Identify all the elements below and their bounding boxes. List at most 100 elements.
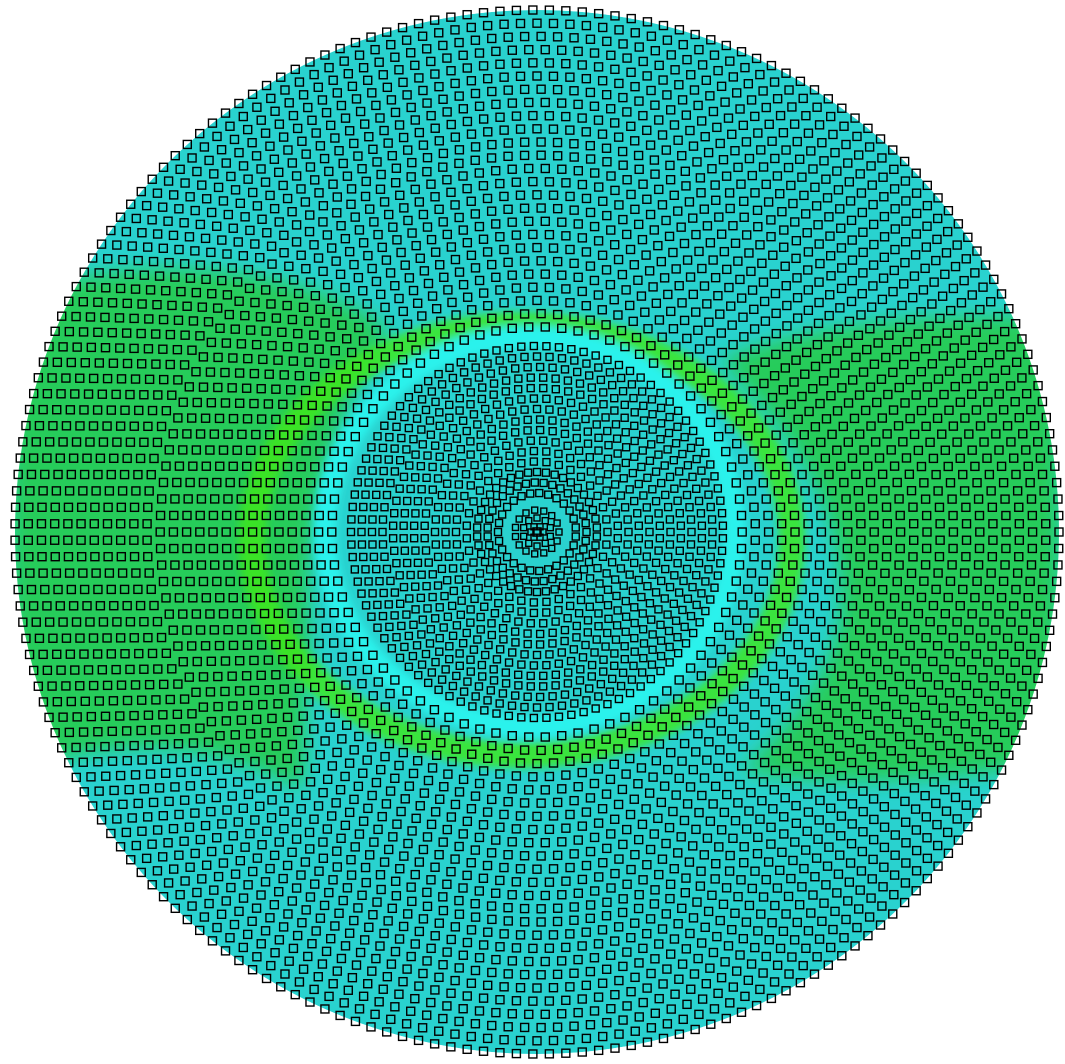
mesh-node (256, 640, 267, 650)
mesh-node (487, 794, 497, 805)
mesh-node (318, 853, 329, 863)
mesh-node (417, 311, 427, 321)
mesh-node (119, 469, 130, 480)
mesh-node (846, 838, 857, 849)
mesh-node (151, 329, 161, 339)
mesh-node (442, 879, 452, 889)
mesh-node (266, 755, 276, 765)
mesh-node (618, 1015, 628, 1025)
mesh-node (454, 1016, 464, 1027)
mesh-node (483, 127, 493, 137)
mesh-node (1037, 396, 1048, 407)
mesh-node (924, 733, 934, 743)
mesh-node (1017, 334, 1027, 344)
node-ring (399, 394, 675, 670)
mesh-node (519, 969, 530, 980)
mesh-node (560, 365, 570, 374)
mesh-node (499, 478, 508, 487)
mesh-node (170, 150, 180, 161)
mesh-node (435, 408, 444, 417)
mesh-node (102, 519, 113, 529)
mesh-node (782, 300, 792, 311)
mesh-node (217, 275, 227, 286)
mesh-node (401, 35, 412, 45)
mesh-node (251, 714, 262, 725)
mesh-node (164, 609, 174, 619)
mesh-node (223, 429, 233, 439)
mesh-node (739, 352, 749, 362)
mesh-node (835, 751, 845, 761)
mesh-node (296, 461, 306, 472)
mesh-node (387, 903, 397, 914)
mesh-node (721, 1013, 731, 1024)
mesh-node (544, 877, 555, 887)
mesh-node (767, 918, 777, 928)
mesh-node (893, 633, 904, 643)
mesh-node (623, 540, 632, 549)
mesh-node (648, 772, 658, 782)
mesh-node (341, 680, 351, 690)
mesh-node (640, 307, 650, 317)
mesh-node (476, 625, 485, 634)
mesh-node (685, 391, 696, 401)
mesh-node (761, 179, 771, 190)
mesh-node (276, 982, 286, 992)
mesh-node (519, 917, 530, 927)
mesh-node (565, 244, 575, 255)
mesh-node (362, 299, 372, 309)
mesh-node (311, 926, 321, 936)
mesh-node (940, 784, 950, 795)
mesh-node (775, 647, 786, 657)
mesh-node (38, 486, 48, 496)
mesh-node (750, 535, 760, 545)
mesh-node (195, 543, 205, 554)
mesh-node (475, 724, 485, 734)
mesh-node (577, 1047, 587, 1057)
mesh-node (618, 39, 628, 49)
mesh-node (357, 375, 367, 386)
mesh-node (563, 387, 573, 396)
mesh-node (766, 993, 777, 1004)
mesh-node (395, 190, 405, 200)
mesh-node (297, 136, 307, 146)
mesh-node (197, 874, 207, 884)
mesh-node (597, 305, 607, 315)
mesh-node (738, 312, 748, 322)
mesh-node (959, 568, 970, 578)
mesh-node (743, 470, 753, 480)
mesh-node (730, 238, 741, 248)
mesh-node (749, 446, 759, 456)
mesh-node (532, 124, 542, 134)
mesh-node (731, 576, 741, 586)
mesh-node (519, 31, 530, 42)
mesh-node (727, 734, 737, 744)
mesh-node (605, 368, 615, 377)
mesh-node (674, 80, 684, 90)
mesh-node (646, 1023, 657, 1033)
mesh-node (581, 20, 592, 31)
mesh-node (261, 80, 272, 91)
mesh-node (181, 527, 192, 537)
mesh-node (470, 1019, 481, 1029)
mesh-node (737, 527, 747, 537)
mesh-node (274, 167, 284, 178)
mesh-node (267, 259, 277, 269)
mesh-node (998, 405, 1009, 415)
mesh-node (1001, 527, 1011, 537)
mesh-node (269, 592, 279, 603)
mesh-node (487, 139, 497, 150)
mesh-node (353, 478, 362, 487)
mesh-node (218, 609, 229, 619)
mesh-node (801, 845, 811, 855)
mesh-node (646, 340, 656, 351)
mesh-node (634, 1012, 644, 1022)
mesh-node (51, 568, 62, 578)
mesh-node (746, 959, 757, 969)
mesh-node (440, 463, 449, 473)
mesh-node (542, 597, 551, 607)
mesh-node (657, 576, 666, 586)
mesh-node (678, 1014, 688, 1025)
mesh-node (24, 502, 34, 512)
mesh-node (570, 356, 579, 365)
mesh-node (375, 577, 384, 586)
